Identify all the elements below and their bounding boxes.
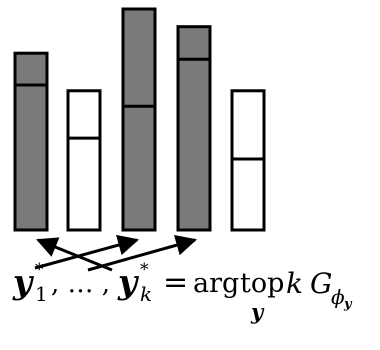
- columns-group: [13, 7, 266, 232]
- column-1-selected: [13, 51, 49, 232]
- arrow-to-col-3: [34, 234, 140, 270]
- arrows-group: [34, 234, 198, 272]
- column-3-selected: [121, 7, 157, 232]
- arrow-to-col-4: [87, 234, 198, 272]
- column-2-unselected: [66, 89, 102, 232]
- column-4-selected: [176, 25, 212, 232]
- arrow-to-col-1: [36, 237, 113, 272]
